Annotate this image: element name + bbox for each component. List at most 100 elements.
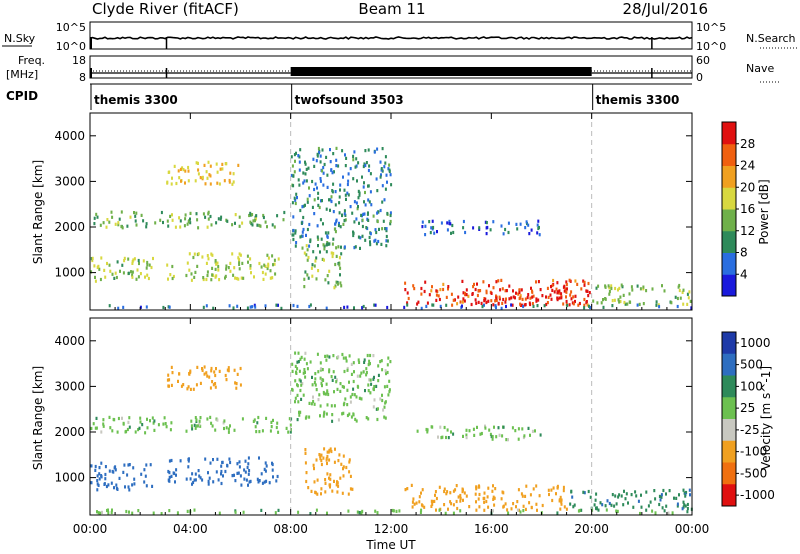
heatmap-cell <box>292 237 295 242</box>
heatmap-cell <box>492 220 495 224</box>
heatmap-cell <box>551 283 554 288</box>
heatmap-cell <box>94 468 97 472</box>
heatmap-cell <box>495 435 498 439</box>
heatmap-cell <box>479 432 482 436</box>
heatmap-cell <box>94 279 97 283</box>
heatmap-cell <box>330 199 333 204</box>
heatmap-cell <box>298 378 301 382</box>
heatmap-cell <box>358 360 361 364</box>
heatmap-cell <box>211 253 214 257</box>
heatmap-cell <box>208 173 211 177</box>
heatmap-cell <box>193 478 196 482</box>
heatmap-cell <box>517 427 520 431</box>
heatmap-cell <box>90 426 93 431</box>
heatmap-cell <box>445 295 448 299</box>
velocity-panel-frame <box>89 317 693 516</box>
heatmap-cell <box>535 280 537 284</box>
heatmap-cell <box>339 382 342 386</box>
heatmap-cell <box>315 508 318 512</box>
heatmap-cell <box>127 420 130 424</box>
heatmap-cell <box>423 505 426 509</box>
heatmap-cell <box>237 277 240 281</box>
heatmap-cell <box>131 273 134 277</box>
heatmap-cell <box>514 296 516 300</box>
heatmap-cell <box>383 165 386 169</box>
heatmap-cell <box>502 297 505 302</box>
heatmap-cell <box>99 223 102 227</box>
heatmap-cell <box>299 208 302 213</box>
heatmap-cell <box>380 173 382 177</box>
heatmap-cell <box>487 486 490 490</box>
heatmap-cell <box>497 302 500 306</box>
heatmap-cell <box>249 220 252 224</box>
heatmap-cell <box>571 495 574 499</box>
heatmap-cell <box>305 167 308 171</box>
heatmap-cell <box>443 425 446 430</box>
heatmap-cell <box>353 150 356 154</box>
heatmap-cell <box>277 430 280 434</box>
heatmap-cell <box>501 434 504 438</box>
heatmap-cell <box>193 423 196 427</box>
heatmap-cell <box>379 160 382 164</box>
heatmap-cell <box>586 303 589 307</box>
heatmap-cell <box>627 501 629 505</box>
heatmap-cell <box>369 240 371 244</box>
heatmap-cell <box>452 230 455 235</box>
heatmap-cell <box>169 214 172 218</box>
heatmap-cell <box>336 481 339 485</box>
heatmap-cell <box>370 382 373 386</box>
heatmap-cell <box>275 425 278 430</box>
heatmap-cell <box>338 263 341 267</box>
heatmap-cell <box>145 222 148 226</box>
heatmap-cell <box>327 281 330 285</box>
heatmap-cell <box>246 306 249 310</box>
heatmap-cell <box>538 233 541 237</box>
y-tick-label: 2000 <box>54 220 85 234</box>
heatmap-cell <box>203 372 206 376</box>
heatmap-cell <box>204 457 207 461</box>
heatmap-cell <box>145 484 148 488</box>
heatmap-cell <box>416 429 419 433</box>
heatmap-cell <box>640 505 643 509</box>
heatmap-cell <box>349 167 352 171</box>
heatmap-cell <box>355 217 358 221</box>
heatmap-cell <box>269 276 272 280</box>
heatmap-cell <box>346 191 349 195</box>
heatmap-cell <box>297 510 300 514</box>
heatmap-cell <box>218 182 221 186</box>
heatmap-cell <box>330 404 333 408</box>
heatmap-cell <box>522 304 525 309</box>
heatmap-cell <box>304 448 307 452</box>
x-axis-ticks: 00:00 04:00 08:00 12:00 16:00 20:00 00:00 <box>73 113 709 536</box>
x-axis-label: Time UT <box>365 538 416 552</box>
heatmap-cell <box>658 305 661 309</box>
heatmap-cell <box>263 467 266 471</box>
heatmap-cell <box>363 360 366 364</box>
heatmap-cell <box>291 201 294 205</box>
cpid-strip: themis 3300 twofsound 3503 themis 3300 <box>90 84 679 110</box>
heatmap-cell <box>522 509 525 513</box>
heatmap-cell <box>512 295 515 299</box>
heatmap-cell <box>326 235 329 239</box>
heatmap-cell <box>167 277 169 281</box>
heatmap-cell <box>311 179 314 184</box>
heatmap-cell <box>224 469 227 474</box>
heatmap-cell <box>189 221 192 225</box>
heatmap-cell <box>320 487 323 491</box>
heatmap-cell <box>367 168 370 173</box>
heatmap-cell <box>258 223 261 228</box>
heatmap-cell <box>550 488 553 492</box>
heatmap-cell <box>248 480 251 484</box>
heatmap-cell <box>588 291 591 295</box>
heatmap-cell <box>477 300 480 304</box>
heatmap-cell <box>171 213 173 217</box>
heatmap-cell <box>346 366 349 371</box>
heatmap-cell <box>492 497 495 501</box>
heatmap-cell <box>309 239 312 244</box>
heatmap-cell <box>434 490 437 494</box>
heatmap-cell <box>361 218 364 222</box>
heatmap-cell <box>139 416 142 420</box>
heatmap-cell <box>108 415 111 419</box>
heatmap-cell <box>446 428 449 432</box>
heatmap-cell <box>323 244 326 249</box>
